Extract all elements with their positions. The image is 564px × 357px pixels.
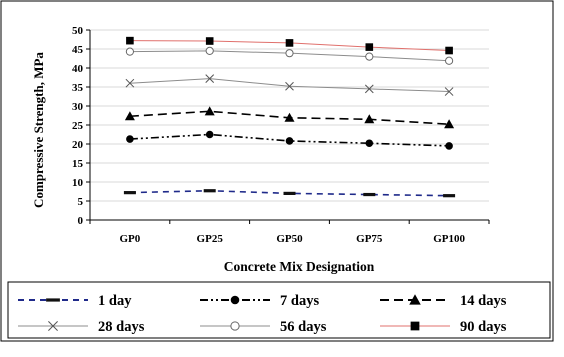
legend-marker [48, 321, 58, 331]
series-90-days [126, 36, 453, 55]
x-marker-stroke [285, 81, 294, 91]
y-tick-label: 20 [72, 139, 84, 151]
x-tick-label: GP75 [356, 233, 383, 245]
data-point [285, 49, 294, 58]
y-tick-label: 15 [72, 158, 84, 170]
data-point [444, 119, 455, 129]
series-14-days [124, 106, 455, 129]
legend-label: 1 day [98, 293, 132, 309]
y-axis-label: Compressive Strength, MPa [31, 52, 46, 208]
legend-marker [410, 321, 420, 331]
x-axis-label: Concrete Mix Designation [224, 259, 375, 274]
y-tick-label: 5 [78, 196, 84, 208]
data-point [285, 39, 294, 47]
data-point [443, 194, 456, 198]
series-group [123, 36, 456, 198]
legend-label: 56 days [280, 319, 327, 335]
y-tick-label: 50 [72, 25, 84, 37]
x-tick-label: GP0 [120, 233, 141, 245]
data-point [205, 130, 214, 139]
data-point [204, 106, 215, 116]
data-point [203, 189, 216, 193]
data-point [364, 84, 374, 94]
data-point [123, 191, 136, 195]
data-point [445, 46, 453, 55]
data-point [285, 81, 294, 91]
data-point [444, 87, 454, 96]
x-tick-label: GP100 [433, 233, 465, 245]
y-tick-label: 0 [78, 215, 84, 227]
legend-box [7, 281, 551, 339]
series-1-day [123, 189, 456, 198]
series-56-days [125, 46, 454, 65]
legend-label: 14 days [460, 293, 507, 309]
x-marker-stroke [205, 74, 215, 83]
grid [90, 29, 489, 202]
data-point [283, 191, 296, 195]
y-tick-label: 10 [72, 177, 84, 189]
series-7-days [126, 130, 453, 150]
legend-item: 14 days [380, 293, 507, 309]
legend-label: 90 days [460, 319, 507, 335]
x-marker-stroke [444, 87, 454, 96]
legend-item: 56 days [200, 319, 327, 335]
data-point [284, 112, 295, 122]
legend-item: 90 days [380, 319, 507, 335]
x-marker-stroke [48, 321, 58, 331]
y-tick-label: 40 [72, 63, 84, 75]
legend-marker [230, 295, 240, 305]
data-point [126, 135, 134, 143]
axes: 0 5 10 15 20 25 30 35 40 45 50 GP0 GP25 GP50 GP75 GP100 [72, 25, 490, 245]
legend-item: 7 days [200, 293, 319, 309]
y-tick-label: 35 [72, 82, 84, 94]
legend-item: 1 day [18, 293, 132, 309]
data-point [445, 56, 454, 65]
data-point [205, 74, 215, 83]
x-tick-label: GP25 [197, 233, 224, 245]
data-point [205, 37, 214, 45]
x-tick-label: GP50 [276, 233, 303, 245]
data-point [124, 111, 135, 121]
data-point [365, 43, 374, 51]
legend-marker [409, 294, 421, 305]
legend-label: 28 days [98, 319, 145, 335]
series-28-days [125, 74, 454, 96]
y-tick-label: 25 [72, 120, 84, 132]
legend-label: 7 days [280, 293, 319, 309]
data-point [364, 114, 375, 124]
data-point [205, 46, 214, 56]
data-point [285, 137, 294, 145]
legend-marker [230, 321, 240, 331]
legend-marker [46, 298, 60, 302]
x-marker-stroke [125, 78, 135, 88]
data-point [365, 139, 374, 148]
data-point [365, 52, 374, 61]
data-point [125, 47, 134, 56]
data-point [363, 192, 376, 197]
data-point [126, 36, 134, 45]
data-point [125, 78, 135, 88]
legend-item: 28 days [18, 319, 145, 335]
data-point [445, 142, 453, 150]
x-marker-stroke [364, 84, 374, 94]
y-tick-label: 30 [72, 101, 84, 113]
legend: 1 day 7 days 14 days 28 days 56 days 90 days [18, 293, 507, 335]
y-tick-label: 45 [72, 44, 84, 56]
